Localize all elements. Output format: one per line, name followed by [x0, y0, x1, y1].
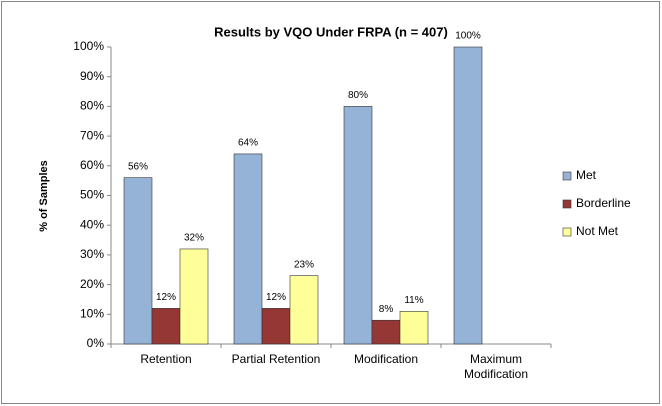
y-tick-label: 20% [80, 277, 104, 291]
value-label: 12% [266, 292, 286, 303]
y-axis-label: % of Samples [38, 160, 50, 232]
bar [261, 308, 291, 345]
y-tick-label: 60% [80, 158, 104, 172]
x-tick-label: Partial Retention [232, 352, 321, 366]
value-label: 32% [184, 233, 204, 244]
y-tick-label: 30% [80, 247, 104, 261]
value-label: 100% [455, 31, 481, 42]
bar [289, 275, 319, 345]
legend-swatch [562, 227, 572, 237]
y-tick-label: 80% [80, 99, 104, 113]
bar [233, 153, 263, 345]
bar [371, 319, 401, 345]
bar [179, 248, 209, 345]
bar [399, 311, 429, 345]
bar [453, 46, 483, 345]
y-tick-label: 90% [80, 69, 104, 83]
y-tick-label: 10% [80, 306, 104, 320]
y-tick-label: 0% [87, 336, 105, 350]
y-tick-label: 40% [80, 217, 104, 231]
bar [123, 177, 153, 345]
value-label: 11% [404, 295, 423, 306]
value-label: 23% [294, 259, 314, 270]
bar [151, 308, 181, 345]
y-tick-label: 100% [73, 39, 104, 53]
bar [343, 106, 373, 345]
legend-swatch [562, 199, 572, 209]
value-label: 12% [156, 292, 176, 303]
legend-label: Borderline [576, 196, 631, 210]
value-label: 56% [128, 161, 148, 172]
x-tick-label: Modification [354, 352, 418, 366]
legend-label: Not Met [576, 224, 619, 238]
value-label: 80% [348, 90, 368, 101]
value-label: 8% [379, 304, 394, 315]
legend-label: Met [576, 168, 597, 182]
x-tick-label: Retention [140, 352, 191, 366]
y-tick-label: 50% [80, 188, 104, 202]
chart-title: Results by VQO Under FRPA (n = 407) [214, 24, 448, 39]
x-tick-label: Maximum Modification [464, 352, 528, 381]
legend-swatch [562, 171, 572, 181]
y-tick-label: 70% [80, 128, 104, 142]
value-label: 64% [238, 138, 258, 149]
